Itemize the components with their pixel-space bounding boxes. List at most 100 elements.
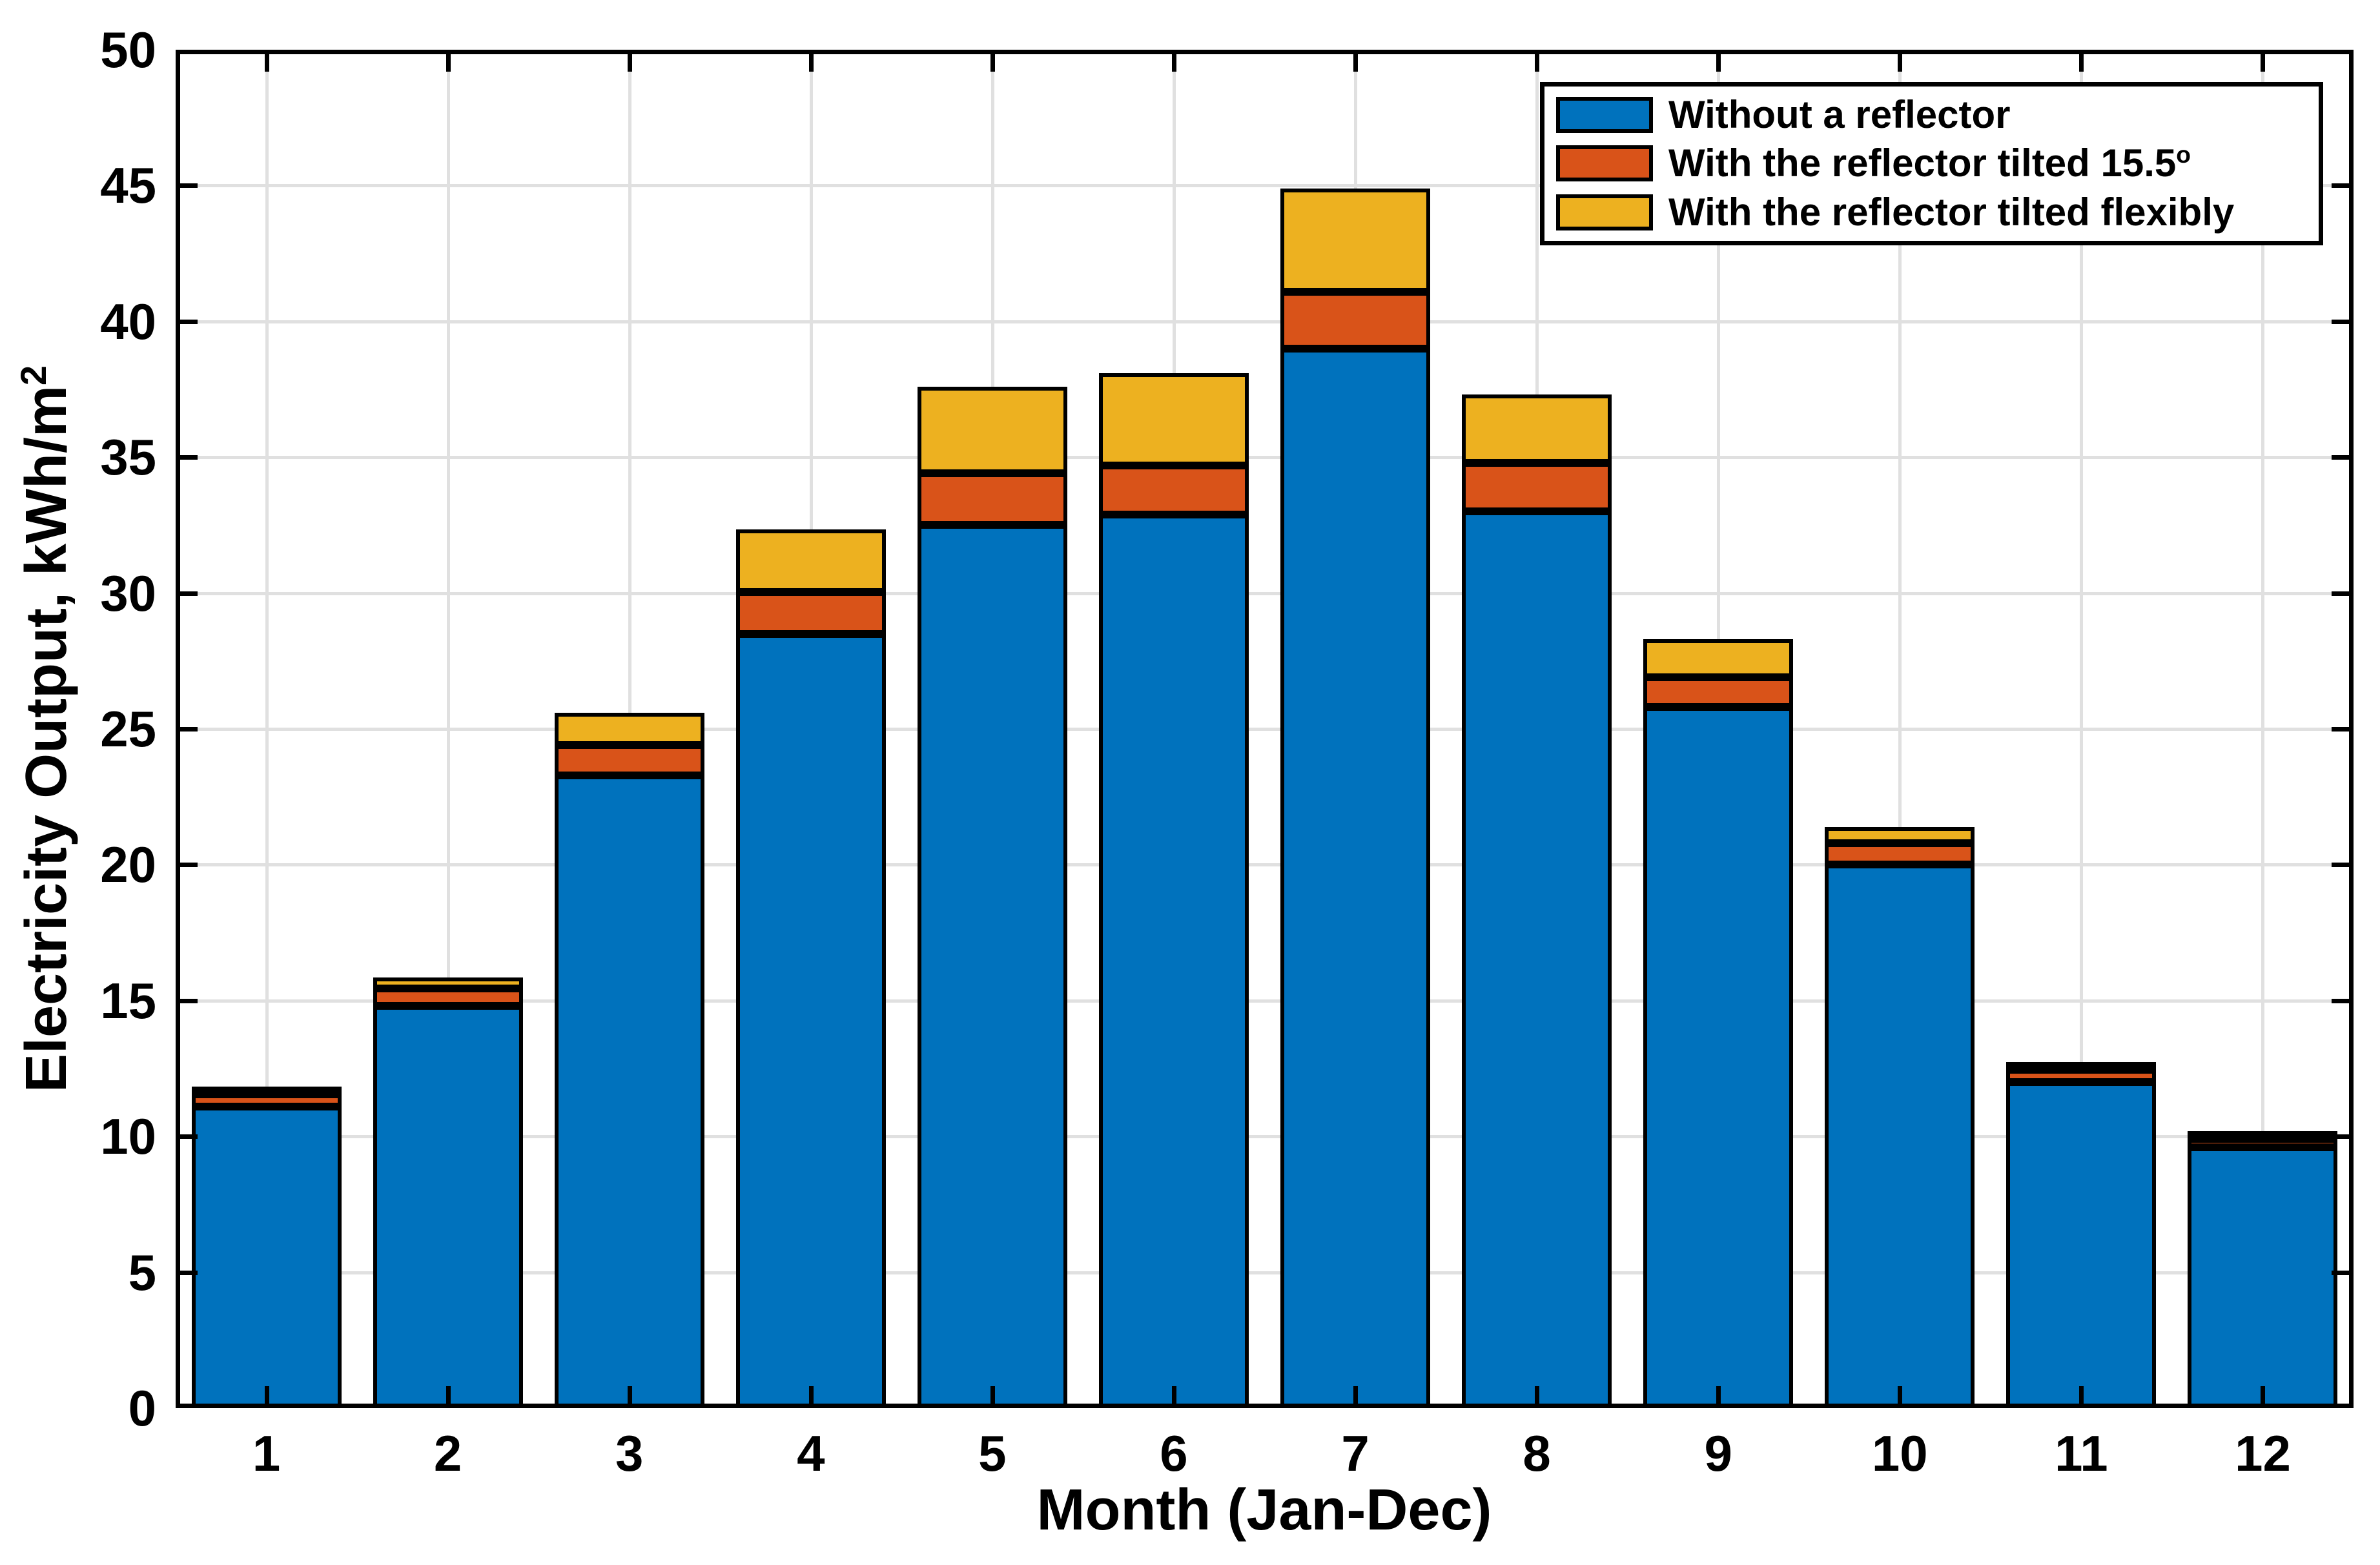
bar-segment-month-11-series-3	[2006, 1062, 2157, 1070]
y-tick-right	[2332, 1270, 2354, 1275]
y-tick-right	[2332, 183, 2354, 189]
x-tick-label: 2	[433, 1425, 462, 1482]
x-tick-label: 11	[2055, 1425, 2108, 1482]
x-tick-bottom	[990, 1386, 995, 1408]
h-gridline	[176, 591, 2354, 595]
x-tick-top	[1171, 50, 1176, 72]
y-tick-label: 0	[128, 1380, 156, 1437]
y-tick-label: 30	[100, 564, 156, 622]
bar-segment-month-2-series-3	[373, 977, 523, 988]
bar-segment-month-2-series-1	[373, 1006, 523, 1408]
legend-label-3: With the reflector tilted flexibly	[1668, 190, 2235, 234]
x-tick-label: 7	[1341, 1425, 1370, 1482]
x-tick-bottom	[1898, 1386, 1903, 1408]
y-tick-left	[176, 591, 198, 596]
y-tick-label: 50	[100, 21, 156, 78]
x-tick-bottom	[264, 1386, 269, 1408]
y-tick-right	[2332, 863, 2354, 868]
y-tick-left	[176, 455, 198, 460]
x-tick-bottom	[1535, 1386, 1540, 1408]
legend-label-2: With the reflector tilted 15.5o	[1668, 141, 2191, 185]
x-tick-label: 4	[797, 1425, 825, 1482]
v-gridline	[265, 50, 269, 1408]
legend-swatch-2	[1556, 145, 1653, 182]
y-tick-label: 10	[100, 1108, 156, 1165]
x-tick-bottom	[2079, 1386, 2084, 1408]
x-tick-top	[990, 50, 995, 72]
legend-swatch-3	[1556, 194, 1653, 231]
h-gridline	[176, 456, 2354, 460]
legend-label-1: Without a reflector	[1668, 92, 2011, 136]
x-tick-bottom	[627, 1386, 632, 1408]
x-tick-top	[2261, 50, 2266, 72]
y-tick-label: 45	[100, 157, 156, 214]
x-tick-label: 10	[1871, 1425, 1928, 1482]
legend-row-3: With the reflector tilted flexibly	[1556, 192, 2319, 233]
y-tick-left	[176, 863, 198, 868]
bar-segment-month-9-series-3	[1643, 639, 1794, 678]
v-gridline	[446, 50, 450, 1408]
y-tick-label: 25	[100, 701, 156, 757]
x-tick-top	[627, 50, 632, 72]
x-tick-top	[808, 50, 814, 72]
x-tick-label: 9	[1704, 1425, 1732, 1482]
x-tick-bottom	[1171, 1386, 1176, 1408]
bar-segment-month-1-series-3	[191, 1086, 342, 1094]
bar-segment-month-7-series-1	[1280, 348, 1431, 1408]
v-gridline	[1898, 50, 1902, 1408]
bar-segment-month-10-series-2	[1825, 843, 1975, 865]
y-tick-label: 15	[100, 972, 156, 1029]
bar-segment-month-4-series-3	[735, 529, 886, 592]
h-gridline	[176, 728, 2354, 731]
x-tick-label: 1	[252, 1425, 281, 1482]
x-tick-bottom	[446, 1386, 451, 1408]
h-gridline	[176, 184, 2354, 188]
x-tick-top	[1898, 50, 1903, 72]
y-tick-left	[176, 319, 198, 324]
bar-segment-month-10-series-1	[1825, 864, 1975, 1408]
bar-segment-month-5-series-1	[917, 525, 1067, 1408]
legend: Without a reflector With the reflector ti…	[1540, 82, 2323, 245]
x-tick-top	[446, 50, 451, 72]
v-gridline	[2261, 50, 2265, 1408]
x-tick-label: 8	[1523, 1425, 1551, 1482]
x-tick-label: 3	[615, 1425, 644, 1482]
bar-segment-month-8-series-2	[1462, 462, 1612, 512]
bar-segment-month-8-series-1	[1462, 511, 1612, 1408]
bar-segment-month-12-series-1	[2188, 1147, 2338, 1408]
bar-segment-month-3-series-2	[554, 745, 704, 775]
x-tick-top	[2079, 50, 2084, 72]
bar-segment-month-9-series-2	[1643, 677, 1794, 708]
bar-segment-month-2-series-2	[373, 988, 523, 1007]
x-tick-top	[1716, 50, 1721, 72]
ticks-layer	[176, 50, 2354, 1408]
y-tick-label: 35	[100, 429, 156, 486]
bar-segment-month-6-series-3	[1098, 373, 1249, 465]
bar-segment-month-4-series-2	[735, 591, 886, 634]
y-tick-left	[176, 1270, 198, 1275]
bar-segment-month-5-series-2	[917, 473, 1067, 526]
bars-layer	[176, 50, 2354, 1408]
y-tick-left	[176, 1134, 198, 1140]
bar-segment-month-1-series-2	[191, 1094, 342, 1107]
x-tick-label: 6	[1160, 1425, 1188, 1482]
y-tick-label: 5	[128, 1243, 156, 1301]
x-tick-label: 5	[978, 1425, 1007, 1482]
y-tick-label: 20	[100, 836, 156, 894]
bar-segment-month-11-series-2	[2006, 1070, 2157, 1083]
bar-segment-month-3-series-1	[554, 775, 704, 1408]
x-tick-top	[1353, 50, 1359, 72]
x-tick-top	[1535, 50, 1540, 72]
bar-segment-month-4-series-1	[735, 633, 886, 1408]
bar-segment-month-12-series-2	[2188, 1139, 2338, 1148]
legend-row-1: Without a reflector	[1556, 94, 2319, 136]
y-tick-right	[2332, 998, 2354, 1003]
bar-segment-month-7-series-2	[1280, 291, 1431, 349]
bar-segment-month-10-series-3	[1825, 826, 1975, 843]
bar-segment-month-9-series-1	[1643, 707, 1794, 1408]
bar-segment-month-6-series-2	[1098, 465, 1249, 515]
y-tick-left	[176, 183, 198, 189]
y-tick-left	[176, 998, 198, 1003]
legend-label-superscript: o	[2176, 141, 2191, 169]
